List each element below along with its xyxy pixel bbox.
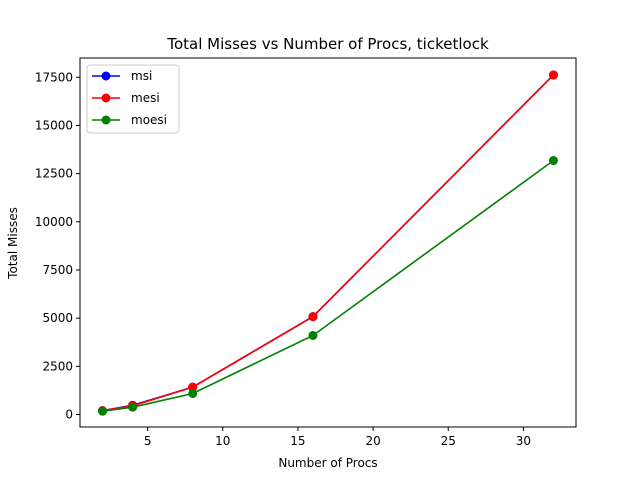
data-point-moesi xyxy=(188,388,198,398)
legend-label: msi xyxy=(131,69,152,83)
x-tick-label: 10 xyxy=(215,434,230,448)
y-tick-label: 17500 xyxy=(35,70,73,84)
y-tick-label: 7500 xyxy=(42,263,73,277)
legend-marker xyxy=(101,115,111,125)
x-tick-label: 5 xyxy=(144,434,152,448)
data-point-moesi xyxy=(128,402,138,412)
legend-marker xyxy=(101,71,111,81)
legend-frame xyxy=(86,64,180,134)
legend-label: moesi xyxy=(131,113,167,127)
y-tick-label: 0 xyxy=(65,407,73,421)
y-tick-label: 2500 xyxy=(42,359,73,373)
data-point-mesi xyxy=(308,312,318,322)
y-tick-label: 12500 xyxy=(35,167,73,181)
y-tick-label: 10000 xyxy=(35,215,73,229)
legend-marker xyxy=(101,93,111,103)
data-point-mesi xyxy=(548,70,558,80)
legend-item-msi: msi xyxy=(92,69,152,83)
x-tick-label: 25 xyxy=(441,434,456,448)
plot-frame xyxy=(79,57,577,428)
data-point-mesi xyxy=(188,382,198,392)
data-point-moesi xyxy=(548,156,558,166)
x-tick-label: 30 xyxy=(516,434,531,448)
plot-area xyxy=(79,57,577,428)
y-tick-label: 5000 xyxy=(42,311,73,325)
legend-item-mesi: mesi xyxy=(92,91,160,105)
legend: msi mesi moesi xyxy=(86,64,180,134)
x-tick-label: 15 xyxy=(290,434,305,448)
series-moesi xyxy=(98,156,558,416)
x-axis-title: Number of Procs xyxy=(278,456,377,470)
y-axis-title: Total Misses xyxy=(6,207,20,280)
legend-item-moesi: moesi xyxy=(92,113,167,127)
chart-title: Total Misses vs Number of Procs, ticketl… xyxy=(166,35,489,53)
legend-label: mesi xyxy=(131,91,160,105)
x-tick-label: 20 xyxy=(365,434,380,448)
x-axis: 5 10 15 20 25 30 xyxy=(144,427,531,448)
series-layer xyxy=(98,70,558,416)
data-point-moesi xyxy=(308,330,318,340)
y-tick-label: 15000 xyxy=(35,118,73,132)
y-axis: 0 2500 5000 7500 10000 12500 15000 17500 xyxy=(35,70,80,421)
data-point-moesi xyxy=(98,406,108,416)
